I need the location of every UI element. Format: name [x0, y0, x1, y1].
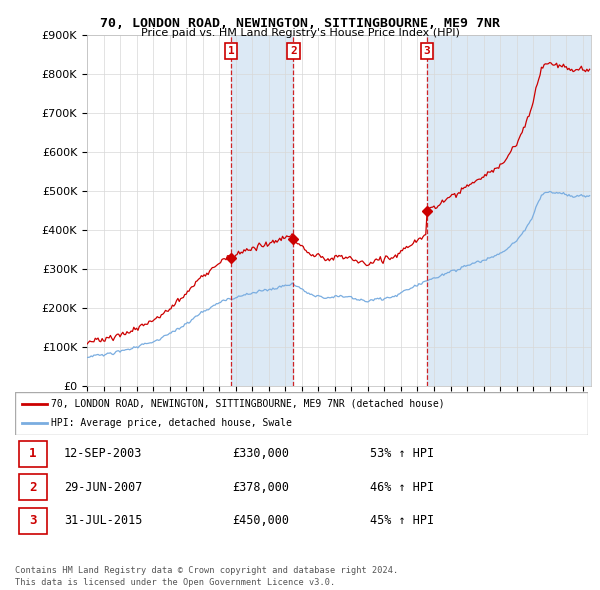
Text: 70, LONDON ROAD, NEWINGTON, SITTINGBOURNE, ME9 7NR: 70, LONDON ROAD, NEWINGTON, SITTINGBOURN… [100, 17, 500, 30]
Text: 45% ↑ HPI: 45% ↑ HPI [370, 514, 434, 527]
Text: 12-SEP-2003: 12-SEP-2003 [64, 447, 142, 460]
Bar [231, 35, 293, 386]
Text: Contains HM Land Registry data © Crown copyright and database right 2024.
This d: Contains HM Land Registry data © Crown c… [15, 566, 398, 587]
Text: £450,000: £450,000 [233, 514, 290, 527]
Text: £378,000: £378,000 [233, 481, 290, 494]
Bar [19, 474, 47, 500]
Text: 31-JUL-2015: 31-JUL-2015 [64, 514, 142, 527]
Text: 70, LONDON ROAD, NEWINGTON, SITTINGBOURNE, ME9 7NR (detached house): 70, LONDON ROAD, NEWINGTON, SITTINGBOURN… [50, 399, 444, 409]
Bar [427, 35, 591, 386]
Text: 29-JUN-2007: 29-JUN-2007 [64, 481, 142, 494]
Bar [19, 441, 47, 467]
Text: 3: 3 [424, 46, 430, 56]
Text: 1: 1 [29, 447, 37, 460]
Text: 46% ↑ HPI: 46% ↑ HPI [370, 481, 434, 494]
Bar [19, 508, 47, 534]
Text: £330,000: £330,000 [233, 447, 290, 460]
Text: 3: 3 [29, 514, 37, 527]
Text: 53% ↑ HPI: 53% ↑ HPI [370, 447, 434, 460]
Text: 2: 2 [290, 46, 297, 56]
Text: 1: 1 [227, 46, 235, 56]
Text: HPI: Average price, detached house, Swale: HPI: Average price, detached house, Swal… [50, 418, 292, 428]
Text: 2: 2 [29, 481, 37, 494]
Text: Price paid vs. HM Land Registry's House Price Index (HPI): Price paid vs. HM Land Registry's House … [140, 28, 460, 38]
